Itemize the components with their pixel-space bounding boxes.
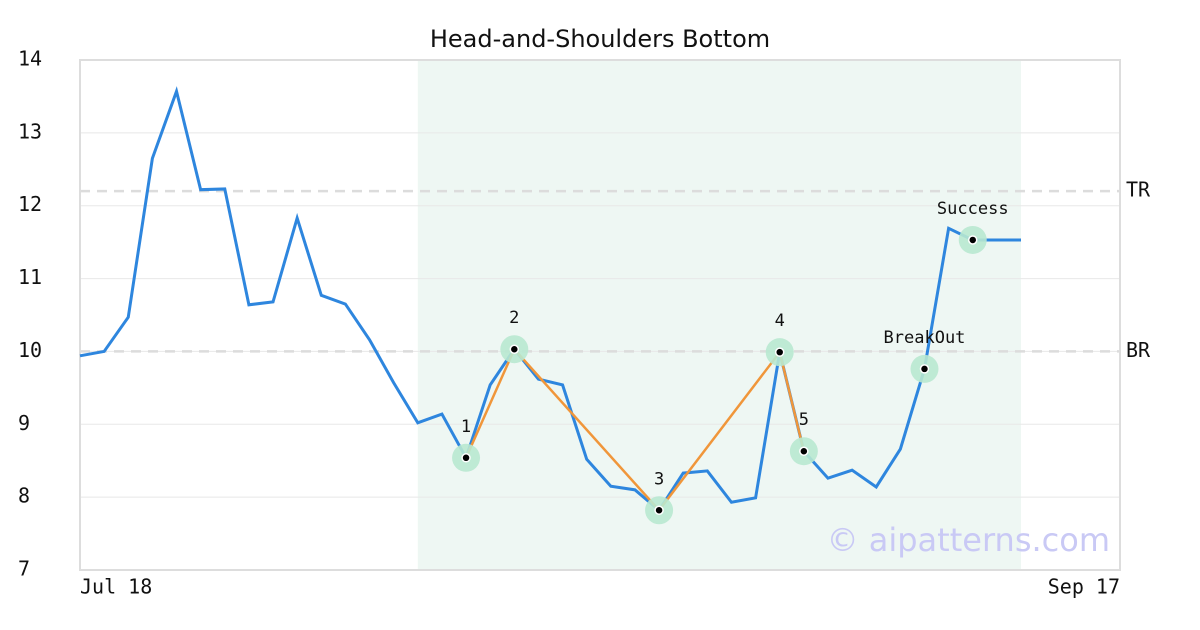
reference-label: BR: [1126, 338, 1151, 362]
pattern-point: [509, 344, 520, 354]
pattern-point: [654, 505, 664, 516]
y-tick-label: 14: [18, 47, 42, 71]
x-tick-label: Jul 18: [80, 575, 152, 599]
y-tick-label: 9: [18, 411, 30, 435]
y-tick-label: 13: [18, 119, 42, 143]
plot-frame: [79, 59, 1121, 571]
y-tick-label: 7: [18, 557, 30, 581]
y-tick-label: 10: [18, 338, 42, 362]
chart-title: Head-and-Shoulders Bottom: [430, 25, 770, 53]
annotation-label: 4: [775, 311, 785, 331]
x-tick-label: Sep 17: [1048, 575, 1120, 599]
pattern-point: [799, 446, 809, 456]
annotation-label: BreakOut: [884, 328, 966, 348]
price-line: [79, 86, 1021, 513]
annotation-label: Success: [937, 199, 1009, 219]
y-tick-label: 8: [18, 484, 30, 508]
annotation-label: 5: [799, 410, 809, 430]
pattern-point: [919, 364, 930, 374]
watermark: © aipatterns.com: [827, 521, 1110, 559]
annotation-label: 2: [509, 308, 519, 328]
pattern-point: [967, 235, 978, 245]
y-tick-label: 11: [18, 265, 42, 289]
pattern-point: [461, 453, 471, 463]
pattern-point: [774, 347, 785, 357]
annotation-label: 1: [461, 417, 471, 437]
reference-label: TR: [1126, 178, 1151, 202]
annotation-label: 3: [654, 469, 664, 489]
y-tick-label: 12: [18, 192, 42, 216]
